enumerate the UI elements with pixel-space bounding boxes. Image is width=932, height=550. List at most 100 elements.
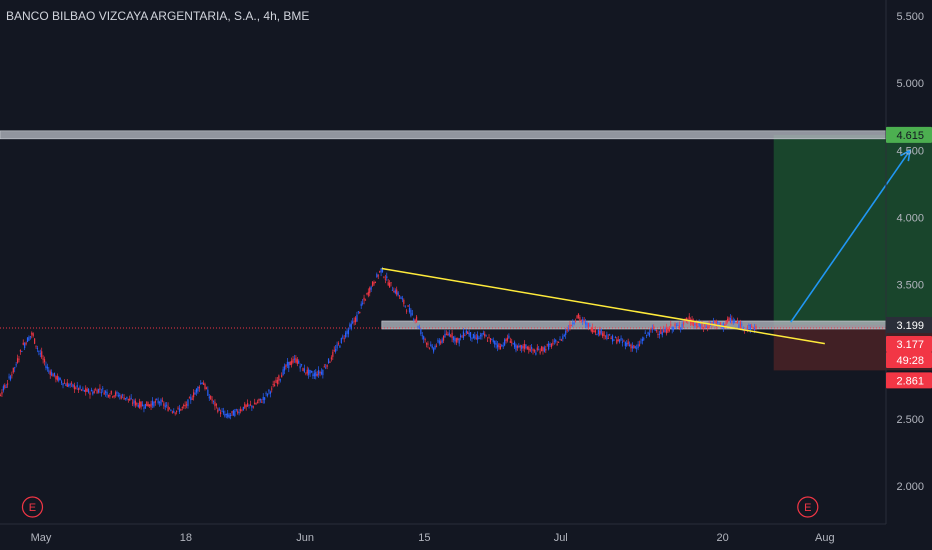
candle-down <box>134 400 137 406</box>
price-tick-label: 3.500 <box>896 280 924 292</box>
candle-up <box>225 413 227 416</box>
candle-down <box>80 389 83 391</box>
candle-up <box>46 366 48 369</box>
candle-up <box>677 324 679 326</box>
candle-up <box>344 332 347 338</box>
position-zones <box>773 134 932 371</box>
candle-down <box>85 388 87 392</box>
candle-down <box>701 323 703 329</box>
candle-up <box>38 350 40 352</box>
candle-up <box>397 292 399 296</box>
candle-down <box>198 387 200 389</box>
candle-down <box>154 401 156 403</box>
candle-down <box>75 387 77 389</box>
candle-down <box>529 348 531 352</box>
candle-down <box>414 319 416 321</box>
projection-arrow[interactable] <box>790 149 911 323</box>
candle-down <box>177 407 179 409</box>
candle-up <box>734 321 736 323</box>
candle-down <box>255 403 257 405</box>
candle-down <box>252 406 254 408</box>
candle-down <box>627 341 629 345</box>
candle-up <box>212 400 215 402</box>
candle-up <box>661 331 663 336</box>
candle-down <box>11 374 13 376</box>
candle-down <box>168 408 171 410</box>
candle-up <box>485 335 487 337</box>
candle-down <box>181 407 183 409</box>
time-axis[interactable]: May18Jun15Jul20Aug17Sep21 <box>31 532 932 544</box>
candle-up <box>465 330 467 334</box>
candle-up <box>235 409 237 411</box>
candle-down <box>398 295 401 297</box>
candle-up <box>65 384 67 386</box>
candle-down <box>707 326 709 328</box>
candle-down <box>63 382 66 384</box>
candle-down <box>603 331 605 337</box>
candle-up <box>92 391 94 395</box>
candle-up <box>454 337 456 342</box>
candle-up <box>641 338 643 342</box>
candle-down <box>425 342 428 345</box>
candle-down <box>583 320 585 322</box>
candle-up <box>380 268 382 273</box>
descending-trendline[interactable] <box>381 267 825 345</box>
candle-down <box>256 401 259 403</box>
candle-up <box>482 332 484 334</box>
candle-up <box>413 319 415 321</box>
candle-up <box>39 353 41 355</box>
candle-down <box>726 318 729 322</box>
candle-up <box>386 276 388 278</box>
candle-up <box>582 319 584 322</box>
candle-down <box>149 404 151 406</box>
candle-down <box>261 401 263 403</box>
candle-up <box>404 305 406 307</box>
earnings-e-icon[interactable] <box>21 496 44 518</box>
candle-up <box>29 336 31 338</box>
candle-down <box>113 395 115 397</box>
candle-down <box>682 322 685 325</box>
earnings-e-icon[interactable] <box>797 496 819 518</box>
candle-up <box>232 410 235 416</box>
candle-up <box>157 400 159 404</box>
candle-up <box>14 367 16 369</box>
candle-up <box>201 382 203 384</box>
candle-down <box>522 345 524 349</box>
candle-down <box>18 358 20 360</box>
candle-up <box>521 345 523 350</box>
candle-up <box>21 351 23 353</box>
candle-up <box>286 361 288 366</box>
candle-up <box>178 408 181 412</box>
candle-down <box>424 339 426 341</box>
candle-down <box>367 291 369 296</box>
candle-down <box>323 366 325 368</box>
candle-up <box>494 340 496 345</box>
candle-up <box>170 409 172 411</box>
candle-up <box>531 347 533 349</box>
candle-up <box>9 376 12 380</box>
candle-down <box>593 330 595 332</box>
candle-down <box>486 340 489 342</box>
candle-up <box>680 327 682 330</box>
candle-up <box>555 339 557 342</box>
candle-up <box>299 365 301 369</box>
candle-down <box>369 287 371 294</box>
candle-down <box>526 346 528 350</box>
candle-down <box>278 375 280 381</box>
candle-down <box>35 345 37 347</box>
candle-up <box>335 348 337 352</box>
candle-up <box>495 343 497 345</box>
candle-down <box>136 402 138 405</box>
candle-up <box>151 400 154 406</box>
candle-down <box>56 375 58 380</box>
candle-down <box>387 282 389 286</box>
candle-down <box>532 348 534 351</box>
candle-up <box>698 322 700 327</box>
countdown-badge-label: 49:28 <box>896 355 924 367</box>
candle-down <box>0 395 2 397</box>
candle-up <box>62 383 64 386</box>
candle-up <box>438 340 440 344</box>
drawings[interactable] <box>381 148 912 345</box>
candle-down <box>103 392 105 395</box>
